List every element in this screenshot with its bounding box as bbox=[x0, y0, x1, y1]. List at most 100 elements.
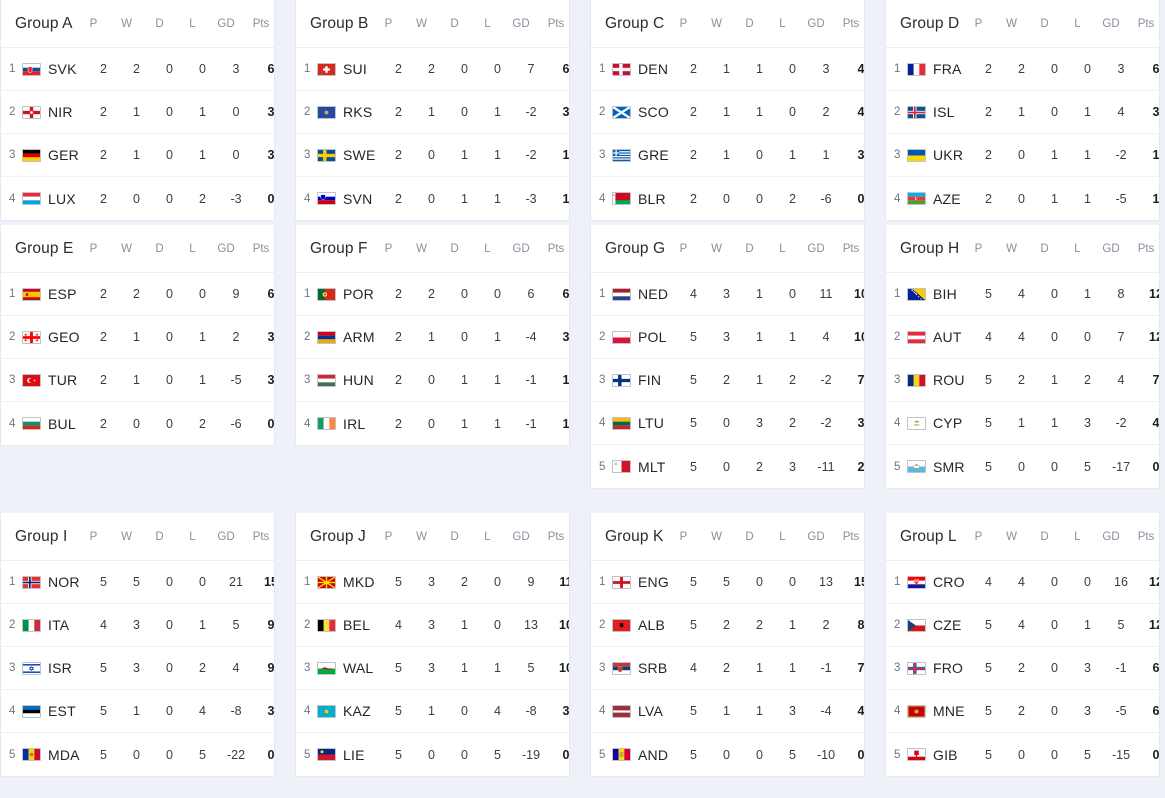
table-row[interactable]: 3 TUR 2 1 0 1 -5 3 bbox=[1, 359, 274, 402]
team-code[interactable]: ISL bbox=[933, 104, 955, 120]
table-row[interactable]: 1NED43101110 bbox=[591, 273, 864, 316]
team-code[interactable]: IRL bbox=[343, 415, 366, 432]
table-row[interactable]: 5 AND 5 0 0 5 -10 0 bbox=[591, 733, 864, 776]
table-row[interactable]: 5 SMR 5 0 0 5 -17 0 bbox=[886, 445, 1159, 488]
team-code[interactable]: LVA bbox=[638, 703, 663, 719]
team-code[interactable]: ITA bbox=[48, 617, 70, 633]
table-row[interactable]: 3 WAL 5 3 1 1 5 10 bbox=[296, 647, 569, 690]
table-row[interactable]: 2 ISL 2 1 0 1 4 3 bbox=[886, 91, 1159, 134]
table-row[interactable]: 3 ROU 5 2 1 2 4 7 bbox=[886, 359, 1159, 402]
table-row[interactable]: 4 BLR 2 0 0 2 -6 0 bbox=[591, 177, 864, 220]
table-row[interactable]: 3 SWE 2 0 1 1 -2 1 bbox=[296, 134, 569, 177]
team-code[interactable]: SVN bbox=[343, 190, 373, 207]
table-row[interactable]: 2 RKS 2 1 0 1 -2 3 bbox=[296, 91, 569, 134]
team-code[interactable]: GER bbox=[48, 147, 79, 163]
team-code[interactable]: MKD bbox=[343, 574, 375, 590]
table-row[interactable]: 1 ESP 2 2 0 0 9 6 bbox=[1, 273, 274, 316]
table-row[interactable]: 4 AZE 2 0 1 1 -5 1 bbox=[886, 177, 1159, 220]
table-row[interactable]: 3 UKR 2 0 1 1 -2 1 bbox=[886, 134, 1159, 177]
table-row[interactable]: 4 SVN 2 0 1 1 -3 1 bbox=[296, 177, 569, 220]
table-row[interactable]: 2 AUT 4 4 0 0 7 12 bbox=[886, 316, 1159, 359]
team-code[interactable]: AND bbox=[638, 746, 669, 763]
table-row[interactable]: 1 MKD 5 3 2 0 9 11 bbox=[296, 561, 569, 604]
table-row[interactable]: 2 ARM 2 1 0 1 -4 3 bbox=[296, 316, 569, 359]
team-code[interactable]: ARM bbox=[343, 329, 375, 345]
team-code[interactable]: SUI bbox=[343, 61, 367, 77]
team-code[interactable]: KAZ bbox=[343, 703, 371, 719]
table-row[interactable]: 5 LIE 5 0 0 5 -19 0 bbox=[296, 733, 569, 776]
table-row[interactable]: 1 SVK 2 2 0 0 3 6 bbox=[1, 48, 274, 91]
table-row[interactable]: 2 NIR 2 1 0 1 0 3 bbox=[1, 91, 274, 134]
team-code[interactable]: WAL bbox=[343, 660, 374, 676]
team-code[interactable]: AZE bbox=[933, 190, 961, 207]
team-code[interactable]: GEO bbox=[48, 329, 80, 345]
team-code[interactable]: SWE bbox=[343, 147, 376, 163]
table-row[interactable]: 3 HUN 2 0 1 1 -1 1 bbox=[296, 359, 569, 402]
table-row[interactable]: 4 LUX 2 0 0 2 -3 0 bbox=[1, 177, 274, 220]
team-code[interactable]: BLR bbox=[638, 190, 666, 207]
table-row[interactable]: 2 SCO 2 1 1 0 2 4 bbox=[591, 91, 864, 134]
table-row[interactable]: 1 SUI 2 2 0 0 7 6 bbox=[296, 48, 569, 91]
table-row[interactable]: 4 BUL 2 0 0 2 -6 0 bbox=[1, 402, 274, 445]
team-code[interactable]: LUX bbox=[48, 190, 76, 207]
table-row[interactable]: 1 FRA 2 2 0 0 3 6 bbox=[886, 48, 1159, 91]
table-row[interactable]: 2BEL43101310 bbox=[296, 604, 569, 647]
table-row[interactable]: 3 SRB 4 2 1 1 -1 7 bbox=[591, 647, 864, 690]
team-code[interactable]: FRO bbox=[933, 660, 964, 676]
team-code[interactable]: GIB bbox=[933, 746, 958, 763]
team-code[interactable]: CRO bbox=[933, 574, 965, 590]
team-code[interactable]: SRB bbox=[638, 660, 668, 676]
team-code[interactable]: EST bbox=[48, 703, 76, 719]
team-code[interactable]: BUL bbox=[48, 415, 76, 432]
team-code[interactable]: HUN bbox=[343, 372, 374, 388]
table-row[interactable]: 4 IRL 2 0 1 1 -1 1 bbox=[296, 402, 569, 445]
table-row[interactable]: 3 FRO 5 2 0 3 -1 6 bbox=[886, 647, 1159, 690]
table-row[interactable]: 4 LTU 5 0 3 2 -2 3 bbox=[591, 402, 864, 445]
table-row[interactable]: 4 CYP 5 1 1 3 -2 4 bbox=[886, 402, 1159, 445]
team-code[interactable]: ALB bbox=[638, 617, 666, 633]
table-row[interactable]: 4 KAZ 5 1 0 4 -8 3 bbox=[296, 690, 569, 733]
team-code[interactable]: NOR bbox=[48, 574, 80, 590]
table-row[interactable]: 3 GER 2 1 0 1 0 3 bbox=[1, 134, 274, 177]
team-code[interactable]: ROU bbox=[933, 372, 965, 388]
team-code[interactable]: NED bbox=[638, 286, 669, 302]
team-code[interactable]: POR bbox=[343, 286, 374, 302]
table-row[interactable]: 2 CZE 5 4 0 1 5 12 bbox=[886, 604, 1159, 647]
table-row[interactable]: 2 ALB 5 2 2 1 2 8 bbox=[591, 604, 864, 647]
team-code[interactable]: TUR bbox=[48, 372, 78, 388]
team-code[interactable]: MLT bbox=[638, 458, 666, 475]
table-row[interactable]: 5 MLT 5 0 2 3 -11 2 bbox=[591, 445, 864, 488]
table-row[interactable]: 1 CRO 4 4 0 0 16 12 bbox=[886, 561, 1159, 604]
team-code[interactable]: FIN bbox=[638, 372, 662, 388]
team-code[interactable]: BIH bbox=[933, 286, 957, 302]
table-row[interactable]: 2 POL 5 3 1 1 4 10 bbox=[591, 316, 864, 359]
team-code[interactable]: POL bbox=[638, 329, 667, 345]
team-code[interactable]: SCO bbox=[638, 104, 669, 120]
team-code[interactable]: DEN bbox=[638, 61, 669, 77]
table-row[interactable]: 1 BIH 5 4 0 1 8 12 bbox=[886, 273, 1159, 316]
table-row[interactable]: 4 MNE 5 2 0 3 -5 6 bbox=[886, 690, 1159, 733]
team-code[interactable]: RKS bbox=[343, 104, 373, 120]
team-code[interactable]: LTU bbox=[638, 415, 665, 431]
team-code[interactable]: BEL bbox=[343, 617, 371, 633]
team-code[interactable]: UKR bbox=[933, 147, 964, 163]
team-code[interactable]: SVK bbox=[48, 61, 77, 77]
table-row[interactable]: 1 NOR 5 5 0 0 21 15 bbox=[1, 561, 274, 604]
table-row[interactable]: 3 FIN 5 2 1 2 -2 7 bbox=[591, 359, 864, 402]
table-row[interactable]: 1 DEN 2 1 1 0 3 4 bbox=[591, 48, 864, 91]
team-code[interactable]: SMR bbox=[933, 458, 965, 475]
team-code[interactable]: MNE bbox=[933, 703, 965, 719]
team-code[interactable]: CZE bbox=[933, 617, 962, 633]
team-code[interactable]: CYP bbox=[933, 415, 963, 431]
table-row[interactable]: 4 LVA 5 1 1 3 -4 4 bbox=[591, 690, 864, 733]
table-row[interactable]: 3 ISR 5 3 0 2 4 9 bbox=[1, 647, 274, 690]
table-row[interactable]: 1 ENG 5 5 0 0 13 15 bbox=[591, 561, 864, 604]
table-row[interactable]: 2 ITA 4 3 0 1 5 9 bbox=[1, 604, 274, 647]
team-code[interactable]: FRA bbox=[933, 61, 962, 77]
team-code[interactable]: ENG bbox=[638, 574, 669, 590]
table-row[interactable]: 5 MDA 5 0 0 5 -22 0 bbox=[1, 733, 274, 776]
table-row[interactable]: 5 GIB 5 0 0 5 -15 0 bbox=[886, 733, 1159, 776]
team-code[interactable]: ISR bbox=[48, 660, 72, 676]
team-code[interactable]: LIE bbox=[343, 746, 365, 763]
team-code[interactable]: MDA bbox=[48, 746, 80, 763]
